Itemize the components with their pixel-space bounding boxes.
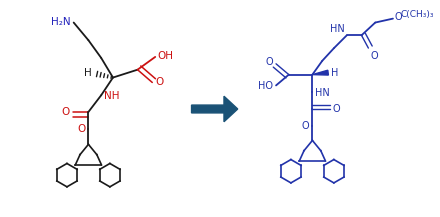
Text: O: O [77, 124, 85, 134]
Text: NH: NH [104, 91, 120, 101]
Text: O: O [302, 121, 309, 131]
Text: H₂N: H₂N [51, 16, 71, 26]
Polygon shape [312, 70, 328, 75]
Text: HN: HN [330, 25, 345, 35]
Text: HN: HN [315, 88, 330, 98]
Text: O: O [332, 104, 340, 114]
Text: OH: OH [157, 51, 173, 61]
Text: O: O [370, 51, 378, 61]
Text: C(CH₃)₃: C(CH₃)₃ [401, 10, 434, 19]
Text: H: H [84, 68, 92, 78]
Text: H: H [331, 68, 338, 78]
Text: HO: HO [258, 81, 273, 91]
Text: O: O [265, 57, 273, 67]
Text: O: O [155, 77, 164, 87]
Text: O: O [395, 12, 403, 22]
Text: O: O [62, 107, 70, 117]
Polygon shape [191, 96, 238, 122]
